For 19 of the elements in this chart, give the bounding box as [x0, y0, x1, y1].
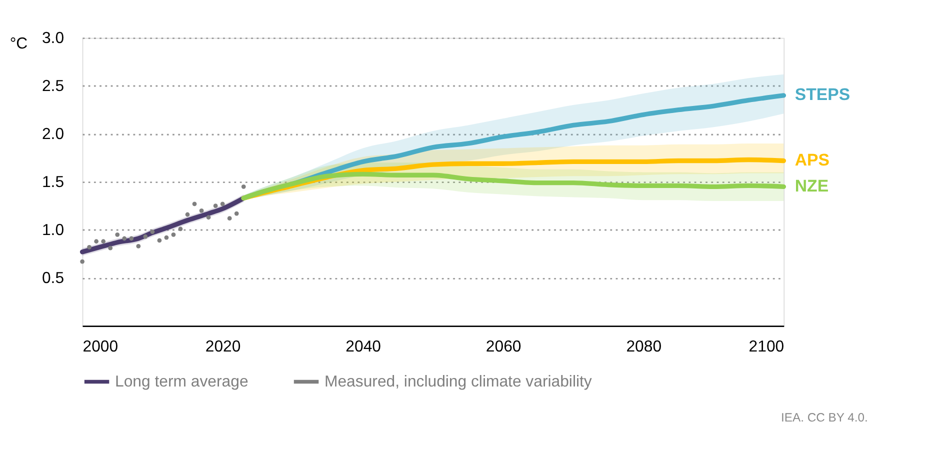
series-label: APS	[794, 150, 830, 170]
x-tick-label: 2060	[486, 338, 522, 356]
x-tick-label: 2100	[748, 338, 784, 356]
y-tick-label: 1.5	[42, 174, 64, 191]
legend-label: Measured, including climate variability	[324, 373, 592, 390]
x-tick-label: 2080	[626, 338, 662, 356]
y-tick-label: 2.0	[42, 126, 64, 143]
legend-label: Long term average	[115, 373, 248, 390]
y-axis-title: °C	[10, 36, 28, 53]
y-tick-label: 1.0	[42, 222, 64, 239]
y-tick-label: 0.5	[42, 270, 64, 288]
x-tick-label: 2000	[82, 338, 118, 356]
y-tick-label: 3.0	[42, 30, 64, 47]
series-label: NZE	[794, 176, 829, 196]
x-tick-label: 2040	[346, 338, 382, 356]
x-tick-label: 2020	[205, 338, 241, 356]
y-tick-label: 2.5	[42, 78, 64, 95]
series-label: STEPS	[794, 85, 850, 104]
text: IEA. CC BY 4.0.	[781, 410, 868, 424]
